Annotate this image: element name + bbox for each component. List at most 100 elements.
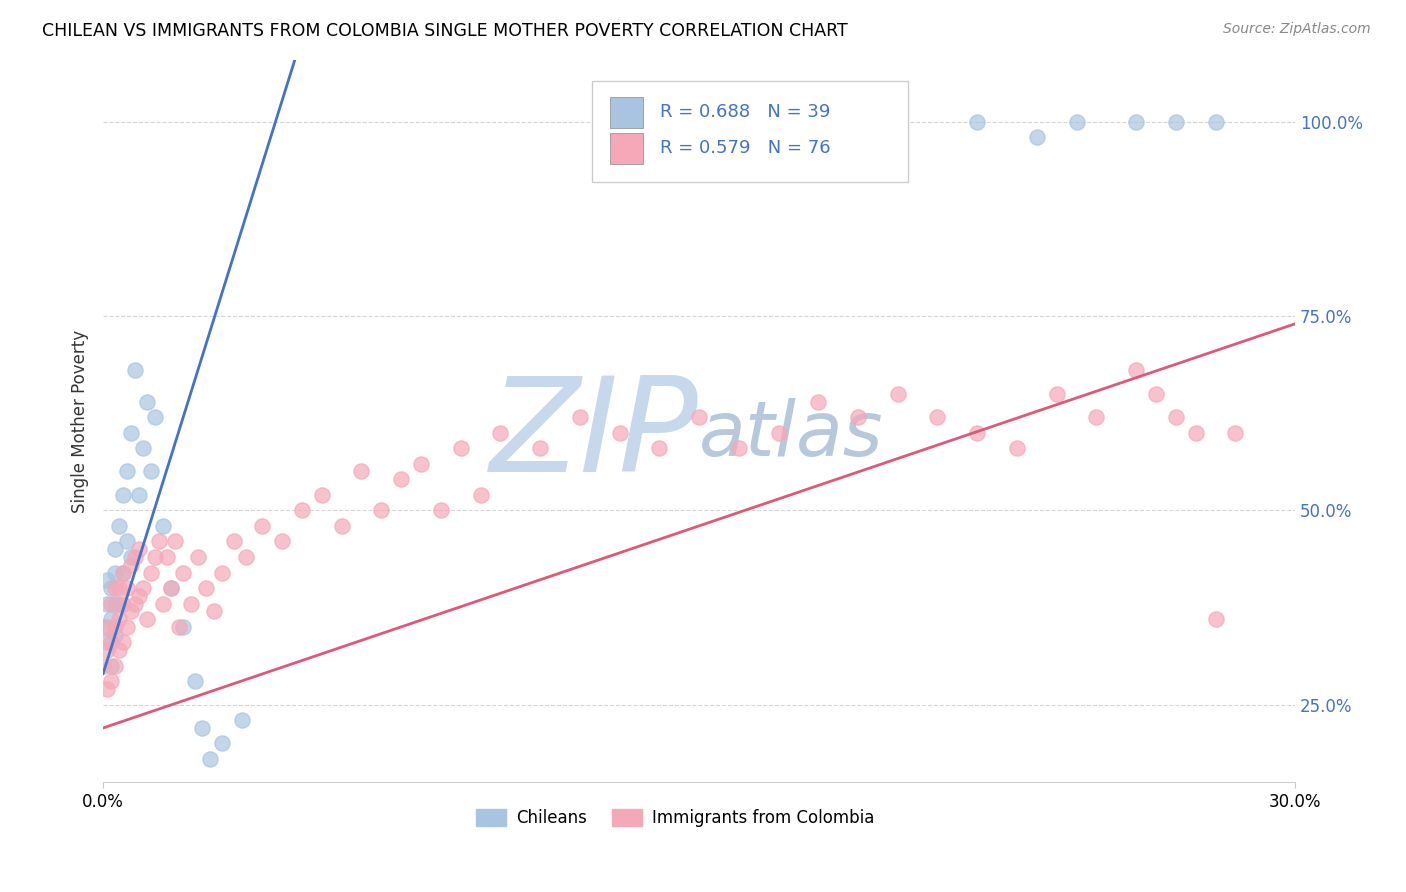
Point [108,612,131,626]
Point [886,386,908,401]
Point [128,488,150,502]
Point [1025,130,1047,145]
Point [450,441,472,455]
Point [120,425,142,440]
Point [100,635,122,649]
Point [104,597,127,611]
Point [115,581,138,595]
Point [1184,425,1206,440]
Point [529,441,551,455]
Point [115,465,138,479]
Point [96,643,118,657]
Point [1205,612,1227,626]
Point [235,549,257,564]
Point [1205,115,1227,129]
Point [96,682,118,697]
Point [271,534,294,549]
Point [96,620,118,634]
Point [311,488,333,502]
Point [111,597,134,611]
Point [291,503,314,517]
Point [108,597,131,611]
Point [727,441,749,455]
Text: CHILEAN VS IMMIGRANTS FROM COLOMBIA SINGLE MOTHER POVERTY CORRELATION CHART: CHILEAN VS IMMIGRANTS FROM COLOMBIA SING… [42,22,848,40]
Point [120,604,142,618]
Point [1225,425,1247,440]
Point [183,674,205,689]
Point [1164,410,1187,425]
Point [1046,386,1069,401]
Point [152,597,174,611]
Point [389,472,412,486]
Point [163,534,186,549]
Legend: Chileans, Immigrants from Colombia: Chileans, Immigrants from Colombia [468,801,883,836]
Point [966,115,988,129]
Point [191,721,214,735]
Point [172,620,194,634]
Point [159,581,181,595]
Point [91,620,114,634]
Point [148,534,170,549]
Point [200,752,222,766]
Point [224,534,246,549]
Point [100,612,122,626]
Point [807,394,830,409]
Point [120,549,142,564]
Point [111,566,134,580]
Point [167,620,190,634]
Point [100,597,122,611]
Text: R = 0.579   N = 76: R = 0.579 N = 76 [659,139,831,158]
Point [470,488,492,502]
Point [609,425,631,440]
Text: atlas: atlas [699,399,883,473]
Point [195,581,218,595]
Point [143,549,166,564]
Point [648,441,671,455]
Point [1066,115,1088,129]
Point [489,425,512,440]
Point [104,620,127,634]
Point [124,549,146,564]
Y-axis label: Single Mother Poverty: Single Mother Poverty [72,329,89,513]
Point [927,410,949,425]
Text: Source: ZipAtlas.com: Source: ZipAtlas.com [1223,22,1371,37]
Point [108,519,131,533]
Point [768,425,790,440]
Point [1125,363,1147,377]
Point [152,519,174,533]
Point [688,410,710,425]
Point [1144,386,1167,401]
Point [124,597,146,611]
FancyBboxPatch shape [610,97,643,128]
Point [108,581,131,595]
Point [100,581,122,595]
Point [96,597,118,611]
Point [211,737,233,751]
Point [202,604,225,618]
Point [124,363,146,377]
Point [96,574,118,588]
Point [100,658,122,673]
Point [128,589,150,603]
Point [187,549,209,564]
Point [96,635,118,649]
Point [156,549,179,564]
Point [135,394,157,409]
Point [409,457,432,471]
Point [250,519,273,533]
Point [104,628,127,642]
Point [211,566,233,580]
Point [135,612,157,626]
Point [350,465,373,479]
Point [100,674,122,689]
Point [231,713,253,727]
Point [132,581,155,595]
Point [111,635,134,649]
Point [966,425,988,440]
Point [846,410,869,425]
Point [139,465,162,479]
Point [104,542,127,557]
FancyBboxPatch shape [610,133,643,163]
Point [111,488,134,502]
Point [111,566,134,580]
